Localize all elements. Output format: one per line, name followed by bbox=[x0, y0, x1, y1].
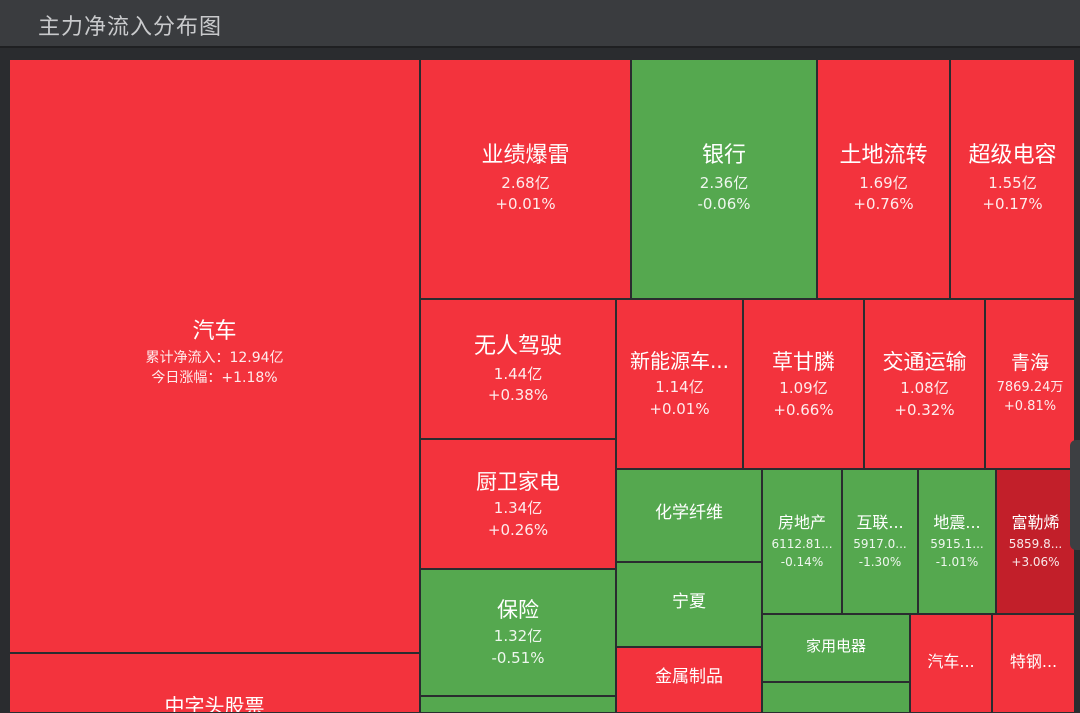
treemap-tile[interactable]: 保险 1.32亿 -0.51% bbox=[420, 569, 616, 696]
treemap-chart: 汽车累计净流入：12.94亿 今日涨幅：+1.18% 中字头股票 业绩爆雷 2.68亿 +… bbox=[0, 56, 1080, 713]
treemap-tile[interactable]: 无人驾驶 1.44亿 +0.38% bbox=[420, 299, 616, 439]
tile-name: 互联... bbox=[856, 513, 904, 532]
tile-name: 地震... bbox=[933, 513, 981, 532]
tile-change-percent: -1.30% bbox=[858, 555, 902, 569]
treemap-tile[interactable]: 青海 7869.24万 +0.81% bbox=[985, 299, 1075, 469]
tile-change-percent: +0.66% bbox=[773, 400, 834, 419]
treemap-tile[interactable]: 新能源车... 1.14亿 +0.01% bbox=[616, 299, 743, 469]
tile-name: 草甘膦 bbox=[772, 349, 835, 374]
tile-name: 业绩爆雷 bbox=[481, 143, 570, 168]
tile-change-percent: +0.17% bbox=[982, 195, 1043, 214]
tile-change-percent: +3.06% bbox=[1011, 555, 1060, 569]
tile-inflow-value: 1.32亿 bbox=[493, 627, 543, 646]
tile-inflow-value: 1.55亿 bbox=[988, 173, 1037, 192]
tile-name: 汽车 bbox=[192, 319, 237, 344]
tile-name: 化学纤维 bbox=[655, 502, 723, 523]
tile-name: 厨卫家电 bbox=[476, 469, 560, 494]
treemap-tile[interactable]: 银行 2.36亿 -0.06% bbox=[631, 59, 817, 299]
tile-inflow-value: 1.08亿 bbox=[900, 378, 949, 397]
header-bar: 主力净流入分布图 bbox=[0, 0, 1080, 48]
tile-name: 中字头股票 bbox=[164, 694, 265, 713]
treemap-tile[interactable]: 宁夏 bbox=[616, 562, 762, 647]
treemap-tile[interactable]: 超级电容 1.55亿 +0.17% bbox=[950, 59, 1075, 299]
tile-inflow-value: 5917.0... bbox=[853, 537, 907, 551]
tile-change-percent: +0.32% bbox=[894, 400, 955, 419]
tile-inflow-value: 1.34亿 bbox=[493, 498, 543, 517]
treemap-tile[interactable]: 特钢... bbox=[992, 614, 1075, 713]
tile-name: 土地流转 bbox=[839, 143, 928, 168]
tile-inflow-value: 1.44亿 bbox=[493, 364, 543, 383]
treemap-tile[interactable]: 中字头股票 bbox=[9, 653, 420, 713]
tile-name: 青海 bbox=[1010, 352, 1049, 375]
treemap-tile[interactable]: 草甘膦 1.09亿 +0.66% bbox=[743, 299, 864, 469]
tile-name: 金属制品 bbox=[655, 667, 723, 688]
tile-name: 超级电容 bbox=[968, 143, 1057, 168]
tile-name: 宁夏 bbox=[672, 591, 706, 612]
tile-change-percent: -0.51% bbox=[491, 649, 545, 668]
treemap-tile[interactable]: 土地流转 1.69亿 +0.76% bbox=[817, 59, 950, 299]
treemap-tile[interactable]: 家用电器 bbox=[762, 614, 910, 682]
tile-change-percent: -1.01% bbox=[935, 555, 979, 569]
tile-name: 新能源车... bbox=[629, 349, 730, 374]
scroll-handle[interactable] bbox=[1070, 440, 1080, 550]
tile-change-percent: +0.01% bbox=[649, 400, 710, 418]
tile-name: 房地产 bbox=[777, 513, 826, 532]
tile-change-percent: +0.01% bbox=[495, 195, 556, 214]
tile-change-percent: 今日涨幅：+1.18% bbox=[151, 370, 278, 386]
tile-change-percent: +0.26% bbox=[487, 520, 549, 539]
treemap-tile[interactable]: 房地产 6112.81... -0.14% bbox=[762, 469, 842, 614]
tile-inflow-value: 1.69亿 bbox=[859, 173, 908, 192]
tile-change-percent: -0.14% bbox=[780, 555, 824, 569]
tile-inflow-value: 2.36亿 bbox=[699, 173, 749, 192]
tile-inflow-value: 5915.1... bbox=[930, 537, 984, 551]
tile-name: 交通运输 bbox=[882, 349, 967, 374]
tile-change-percent: +0.81% bbox=[1003, 399, 1057, 415]
tile-change-percent: -0.06% bbox=[697, 195, 751, 214]
treemap-tile[interactable]: 互联... 5917.0... -1.30% bbox=[842, 469, 918, 614]
tile-name: 无人驾驶 bbox=[473, 334, 562, 359]
treemap-tile[interactable]: 金属制品 bbox=[616, 647, 762, 713]
tile-inflow-value: 累计净流入：12.94亿 bbox=[145, 349, 284, 366]
treemap-tile[interactable] bbox=[420, 696, 616, 713]
tile-name: 汽车... bbox=[927, 651, 975, 671]
treemap-tile[interactable]: 业绩爆雷 2.68亿 +0.01% bbox=[420, 59, 631, 299]
treemap-tile[interactable]: 化学纤维 bbox=[616, 469, 762, 562]
chart-title: 主力净流入分布图 bbox=[38, 15, 223, 40]
treemap-tile[interactable]: 地震... 5915.1... -1.01% bbox=[918, 469, 996, 614]
tile-inflow-value: 5859.8... bbox=[1008, 537, 1063, 551]
tile-name: 银行 bbox=[701, 143, 746, 168]
treemap-tile[interactable]: 汽车... bbox=[910, 614, 992, 713]
treemap-tile[interactable]: 富勒烯 5859.8... +3.06% bbox=[996, 469, 1075, 614]
treemap-tile[interactable]: 汽车累计净流入：12.94亿 今日涨幅：+1.18% bbox=[9, 59, 420, 653]
tile-name: 保险 bbox=[497, 598, 539, 623]
tile-inflow-value: 2.68亿 bbox=[501, 173, 550, 192]
tile-name: 富勒烯 bbox=[1011, 513, 1060, 532]
tile-change-percent: +0.38% bbox=[487, 386, 549, 405]
tile-inflow-value: 1.09亿 bbox=[779, 378, 828, 397]
treemap-tile[interactable]: 厨卫家电 1.34亿 +0.26% bbox=[420, 439, 616, 569]
tile-inflow-value: 1.14亿 bbox=[655, 378, 704, 397]
tile-name: 特钢... bbox=[1009, 651, 1058, 671]
tile-change-percent: +0.76% bbox=[853, 195, 914, 214]
tile-inflow-value: 6112.81... bbox=[771, 537, 833, 551]
treemap-tile[interactable] bbox=[762, 682, 910, 713]
treemap-tile[interactable]: 交通运输 1.08亿 +0.32% bbox=[864, 299, 985, 469]
tile-inflow-value: 7869.24万 bbox=[996, 380, 1064, 396]
tile-name: 家用电器 bbox=[805, 636, 866, 655]
